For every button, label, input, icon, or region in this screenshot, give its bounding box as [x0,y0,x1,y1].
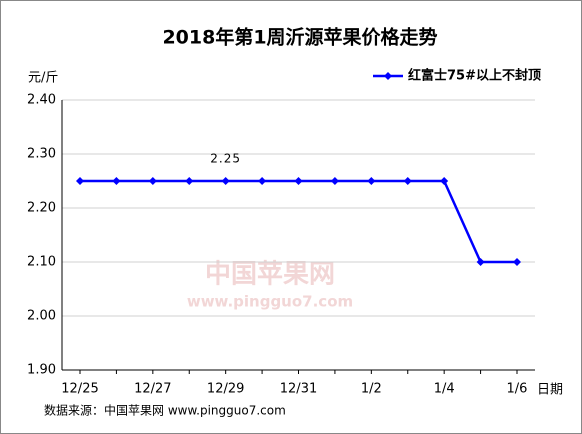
x-axis-label: 日期 [537,383,563,398]
x-tick-label: 1/6 [507,382,528,397]
point [294,177,303,185]
source: 数据来源：中国苹果网 www.pingguo7.com [44,403,286,418]
point [185,177,194,185]
point [367,177,376,185]
y-tick-label: 2.30 [27,147,56,162]
x-tick-label: 1/2 [361,382,382,397]
y-tick-label: 2.40 [27,93,56,108]
point [258,177,267,185]
annotation: 2.25 [210,152,241,166]
y-axis-label: 元/斤 [28,71,58,86]
watermark: 中国苹果网 [205,260,335,290]
x-tick-label: 12/29 [207,382,244,397]
point [476,258,485,266]
point [403,177,412,185]
point [112,177,121,185]
x-tick-label: 1/4 [434,382,455,397]
point [148,177,157,185]
y-tick-label: 2.20 [27,201,56,216]
point [221,177,230,185]
x-tick-label: 12/25 [61,382,98,397]
y-tick-label: 2.10 [27,255,56,270]
y-tick-label: 2.00 [27,309,56,324]
point [76,177,84,185]
legend-marker [384,72,392,80]
chart-title: 2018年第1周沂源苹果价格走势 [162,26,437,49]
watermark: www.pingguo7.com [187,293,353,311]
y-tick-label: 1.90 [27,363,56,378]
point [330,177,339,185]
x-tick-label: 12/27 [134,382,171,397]
point [440,177,449,185]
legend-label: 红富士75#以上不封顶 [408,68,541,84]
x-tick-label: 12/31 [280,382,317,397]
point [513,258,521,266]
